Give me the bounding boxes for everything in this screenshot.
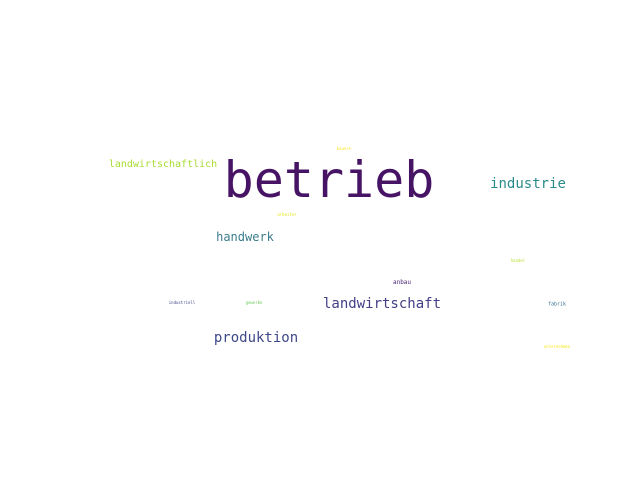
word-unternehmen: unternehmen <box>543 344 571 349</box>
word-handwerk: handwerk <box>216 230 274 244</box>
word-fabrik: fabrik <box>547 301 567 308</box>
word-industriell: industriell <box>168 300 196 305</box>
word-gewerbe: gewerbe <box>245 300 263 305</box>
word-landwirtschaft: landwirtschaft <box>322 296 442 312</box>
word-anbau: anbau <box>392 279 412 286</box>
word-bauern: bauern <box>336 146 352 151</box>
word-betrieb: betrieb <box>223 151 435 209</box>
word-handel: handel <box>510 258 526 263</box>
word-arbeiter: arbeiter <box>277 212 297 217</box>
word-industrie: industrie <box>490 176 566 192</box>
word-landwirtschaftlich: landwirtschaftlich <box>108 159 218 170</box>
word-produktion: produktion <box>213 330 299 346</box>
